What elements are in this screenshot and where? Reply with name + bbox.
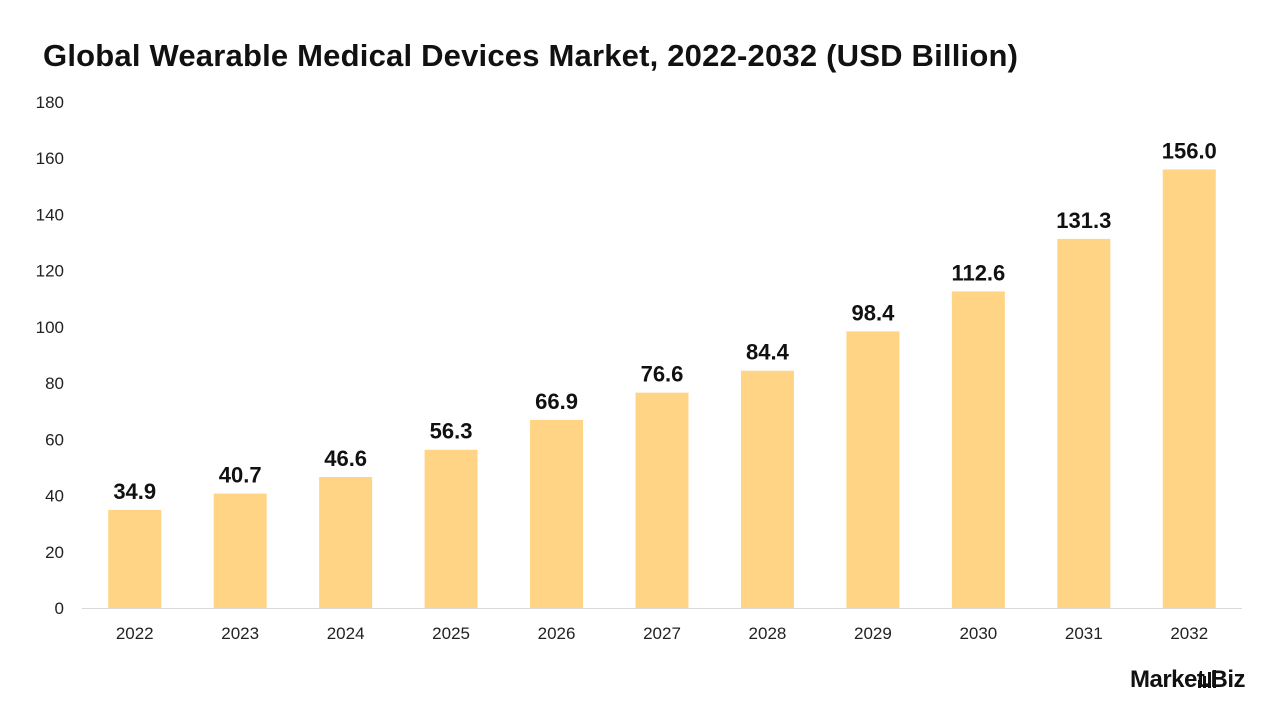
data-label-2022: 34.9 xyxy=(113,479,156,504)
logo-text: Market.Biz xyxy=(1130,666,1246,693)
bar-2028 xyxy=(740,370,794,608)
bars-group: 34.9 40.7 46.6 56.3 66.9 76.6 84.4 98.4 112.6 131… xyxy=(108,138,1217,608)
data-label-2027: 76.6 xyxy=(641,362,684,387)
bar-2029 xyxy=(846,331,900,608)
marketbiz-logo: Market.Biz xyxy=(1130,666,1246,693)
x-tick-label-2024: 2024 xyxy=(327,624,365,643)
x-tick-label-2025: 2025 xyxy=(432,624,470,643)
x-tick-label-2029: 2029 xyxy=(854,624,892,643)
data-label-2023: 40.7 xyxy=(219,463,262,488)
x-tick-label-2030: 2030 xyxy=(959,624,997,643)
bar-2032 xyxy=(1162,169,1216,608)
y-tick-label: 20 xyxy=(45,543,64,562)
bar-2023 xyxy=(213,493,267,608)
x-tick-label-2023: 2023 xyxy=(221,624,259,643)
y-tick-label: 40 xyxy=(45,487,64,506)
data-label-2030: 112.6 xyxy=(951,260,1005,285)
y-tick-label: 100 xyxy=(36,318,64,337)
data-label-2028: 84.4 xyxy=(746,340,790,365)
logo-bars-icon xyxy=(1198,670,1216,688)
x-tick-label-2027: 2027 xyxy=(643,624,681,643)
x-axis: 2022 2023 2024 2025 2026 2027 2028 2029 2030 2031… xyxy=(82,608,1242,643)
data-label-2031: 131.3 xyxy=(1056,208,1111,233)
x-tick-label-2026: 2026 xyxy=(538,624,576,643)
y-tick-label: 160 xyxy=(36,149,64,168)
bar-2025 xyxy=(424,449,478,608)
y-tick-label: 0 xyxy=(55,599,64,618)
data-label-2032: 156.0 xyxy=(1162,138,1217,163)
bar-2027 xyxy=(635,392,689,608)
chart-title: Global Wearable Medical Devices Market, … xyxy=(43,38,1019,73)
data-label-2024: 46.6 xyxy=(324,446,367,471)
y-tick-label: 120 xyxy=(36,262,64,281)
x-tick-label-2028: 2028 xyxy=(749,624,787,643)
y-tick-label: 60 xyxy=(45,430,64,449)
y-tick-label: 140 xyxy=(36,205,64,224)
y-tick-label: 80 xyxy=(45,374,64,393)
y-tick-label: 180 xyxy=(36,93,64,112)
y-axis: 0 20 40 60 80 100 120 140 160 180 xyxy=(36,93,64,618)
data-label-2025: 56.3 xyxy=(430,419,473,444)
x-tick-label-2022: 2022 xyxy=(116,624,154,643)
bar-2024 xyxy=(319,477,373,608)
bar-2030 xyxy=(951,291,1005,608)
bar-2031 xyxy=(1057,238,1111,608)
x-tick-label-2032: 2032 xyxy=(1170,624,1208,643)
x-tick-label-2031: 2031 xyxy=(1065,624,1103,643)
data-label-2029: 98.4 xyxy=(851,300,895,325)
data-label-2026: 66.9 xyxy=(535,389,578,414)
bar-2022 xyxy=(108,509,162,608)
bar-2026 xyxy=(530,419,584,608)
